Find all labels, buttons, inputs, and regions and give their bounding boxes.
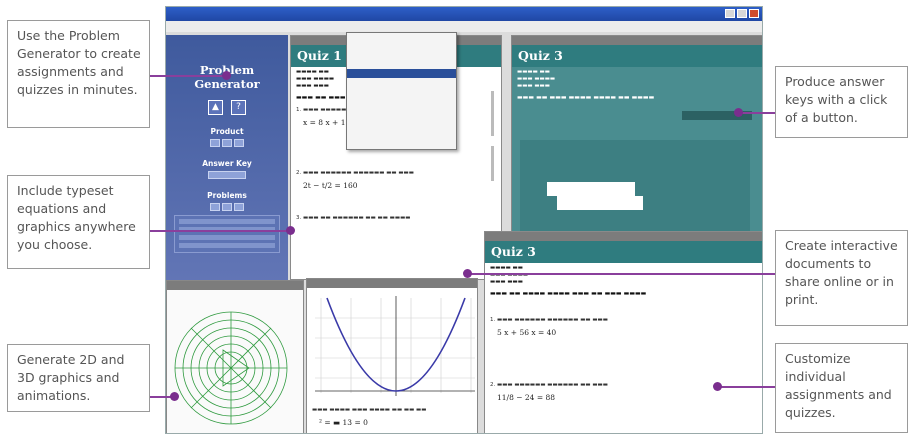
quiz-1-instructions: ▬▬▬ ▬▬ ▬▬▬▬ ▬▬▬▬ bbox=[296, 94, 376, 101]
answer-key-button-highlight[interactable] bbox=[682, 111, 752, 120]
3d-surface-plot[interactable] bbox=[167, 290, 303, 434]
answer-key-pane: Quiz 3 ▬▬▬▬ ▬▬ ▬▬▬ ▬▬▬▬ ▬▬▬ ▬▬▬ ▬▬▬ ▬▬ ▬▬▬… bbox=[511, 35, 762, 247]
callout-graphics: Generate 2D and 3D graphics and animatio… bbox=[7, 344, 150, 412]
product-option-2[interactable] bbox=[222, 139, 232, 147]
section-answer-key-label: Answer Key bbox=[202, 159, 252, 168]
quiz-3-question-1: 1. ▬▬▬ ▬▬▬▬▬▬ ▬▬▬▬▬▬ ▬▬ ▬▬▬ bbox=[490, 317, 608, 323]
section-product-label: Product bbox=[210, 127, 244, 136]
menu-item-6[interactable] bbox=[347, 78, 456, 87]
problems-tab-3[interactable] bbox=[234, 203, 244, 211]
quiz-answer-instructions: ▬▬▬ ▬▬ ▬▬▬ ▬▬▬▬ ▬▬▬▬ ▬▬ ▬▬▬▬ bbox=[517, 94, 655, 101]
help-icon[interactable]: ? bbox=[231, 100, 246, 115]
menu-bar bbox=[166, 21, 762, 32]
callout-answer-keys-text: Produce answer keys with a click of a bu… bbox=[785, 74, 888, 125]
quiz-3-instructions: ▬▬▬ ▬▬ ▬▬▬▬ ▬▬▬▬ ▬▬▬ ▬▬ ▬▬▬ ▬▬▬▬ bbox=[490, 290, 647, 297]
quiz-3-equation-1: 5 x + 56 x = 40 bbox=[497, 328, 557, 337]
leader-dot-typeset bbox=[286, 226, 295, 235]
leader-graphics bbox=[150, 396, 174, 398]
problems-list[interactable] bbox=[174, 215, 280, 253]
menu-item-selected[interactable] bbox=[347, 69, 456, 78]
2d-graph-pane: ▬▬▬ ▬▬▬▬ ▬▬▬ ▬▬▬▬ ▬▬ ▬▬ ▬▬ ² = ▬ 13 = 0 bbox=[306, 278, 478, 433]
quiz-3-title: Quiz 3 bbox=[485, 241, 762, 263]
section-problems-label: Problems bbox=[207, 191, 247, 200]
parabola-plot[interactable] bbox=[307, 288, 477, 400]
problems-tab-2[interactable] bbox=[222, 203, 232, 211]
maximize-button[interactable] bbox=[737, 9, 747, 18]
quiz-answer-meta: ▬▬▬▬ ▬▬ ▬▬▬ ▬▬▬▬ ▬▬▬ ▬▬▬ bbox=[517, 69, 556, 89]
minimize-button[interactable] bbox=[725, 9, 735, 18]
quiz-3-question-2: 2. ▬▬▬ ▬▬▬▬▬▬ ▬▬▬▬▬▬ ▬▬ ▬▬▬ bbox=[490, 382, 608, 388]
menu-item-2[interactable] bbox=[347, 42, 456, 51]
callout-interactive: Create interactive documents to share on… bbox=[775, 230, 908, 326]
menu-item-8[interactable] bbox=[347, 96, 456, 105]
graph-caption: ▬▬▬ ▬▬▬▬ ▬▬▬ ▬▬▬▬ ▬▬ ▬▬ ▬▬ bbox=[312, 407, 427, 413]
menu-item-1[interactable] bbox=[347, 33, 456, 42]
quiz-1-question-2: 2. ▬▬▬ ▬▬▬▬▬▬ ▬▬▬▬▬▬ ▬▬ ▬▬▬ bbox=[296, 170, 414, 176]
answer-field[interactable] bbox=[547, 182, 635, 196]
quiz-3-equation-2: 11/8 − 24 = 88 bbox=[497, 393, 556, 402]
quiz-1-question-3: 3. ▬▬▬ ▬▬ ▬▬▬▬▬▬ ▬▬ ▬▬ ▬▬▬▬ bbox=[296, 215, 411, 221]
callout-answer-keys: Produce answer keys with a click of a bu… bbox=[775, 66, 908, 138]
leader-dot-interactive bbox=[463, 269, 472, 278]
menu-item-7[interactable] bbox=[347, 87, 456, 96]
graph-equation: ² = ▬ 13 = 0 bbox=[319, 418, 368, 427]
quiz-answer-title: Quiz 3 bbox=[512, 45, 762, 67]
callout-graphics-text: Generate 2D and 3D graphics and animatio… bbox=[17, 352, 125, 403]
window-controls bbox=[725, 9, 759, 18]
menu-item-4[interactable] bbox=[347, 60, 456, 69]
answer-field-2[interactable] bbox=[557, 196, 643, 210]
callout-customize-text: Customize individual assignments and qui… bbox=[785, 351, 892, 420]
leader-interactive bbox=[468, 273, 775, 275]
dropdown-menu bbox=[346, 32, 457, 150]
callout-interactive-text: Create interactive documents to share on… bbox=[785, 238, 898, 307]
leader-dot-answer-keys bbox=[734, 108, 743, 117]
generate-icon[interactable]: ▲ bbox=[208, 100, 223, 115]
leader-customize bbox=[718, 386, 775, 388]
leader-typeset bbox=[150, 230, 290, 232]
callout-customize: Customize individual assignments and qui… bbox=[775, 343, 908, 433]
menu-item-9[interactable] bbox=[347, 105, 456, 114]
leader-dot-generator bbox=[222, 71, 231, 80]
leader-dot-graphics bbox=[170, 392, 179, 401]
leader-answer-keys bbox=[740, 112, 775, 114]
quiz-3-meta: ▬▬▬▬ ▬▬ ▬▬▬ ▬▬▬▬ ▬▬▬ ▬▬▬ bbox=[490, 265, 529, 285]
callout-problem-generator-text: Use the Problem Generator to create assi… bbox=[17, 28, 141, 97]
problems-tab-1[interactable] bbox=[210, 203, 220, 211]
menu-item-3[interactable] bbox=[347, 51, 456, 60]
menu-item-10[interactable] bbox=[347, 114, 456, 123]
problem-generator-title: Problem Generator bbox=[194, 63, 260, 91]
answer-key-button[interactable] bbox=[208, 171, 246, 179]
app-screenshot: Problem Generator ▲ ? Product Answer Key… bbox=[165, 6, 763, 434]
quiz-1-equation-1: x = 8 x + 17 bbox=[303, 118, 351, 127]
product-option-3[interactable] bbox=[234, 139, 244, 147]
callout-typeset-text: Include typeset equations and graphics a… bbox=[17, 183, 136, 252]
leader-dot-customize bbox=[713, 382, 722, 391]
callout-typeset: Include typeset equations and graphics a… bbox=[7, 175, 150, 269]
3d-graphic-pane bbox=[166, 280, 304, 434]
quiz-1-meta: ▬▬▬▬ ▬▬ ▬▬▬ ▬▬▬▬ ▬▬▬ ▬▬▬ bbox=[296, 69, 335, 89]
window-title-bar bbox=[166, 7, 762, 21]
leader-generator bbox=[150, 75, 226, 77]
callout-problem-generator: Use the Problem Generator to create assi… bbox=[7, 20, 150, 128]
quiz-3-pane: Quiz 3 ▬▬▬▬ ▬▬ ▬▬▬ ▬▬▬▬ ▬▬▬ ▬▬▬ ▬▬▬ ▬▬ ▬▬▬… bbox=[484, 231, 762, 433]
quiz-1-equation-2: 2t − t/2 = 160 bbox=[303, 181, 358, 190]
close-button[interactable] bbox=[749, 9, 759, 18]
product-option-1[interactable] bbox=[210, 139, 220, 147]
